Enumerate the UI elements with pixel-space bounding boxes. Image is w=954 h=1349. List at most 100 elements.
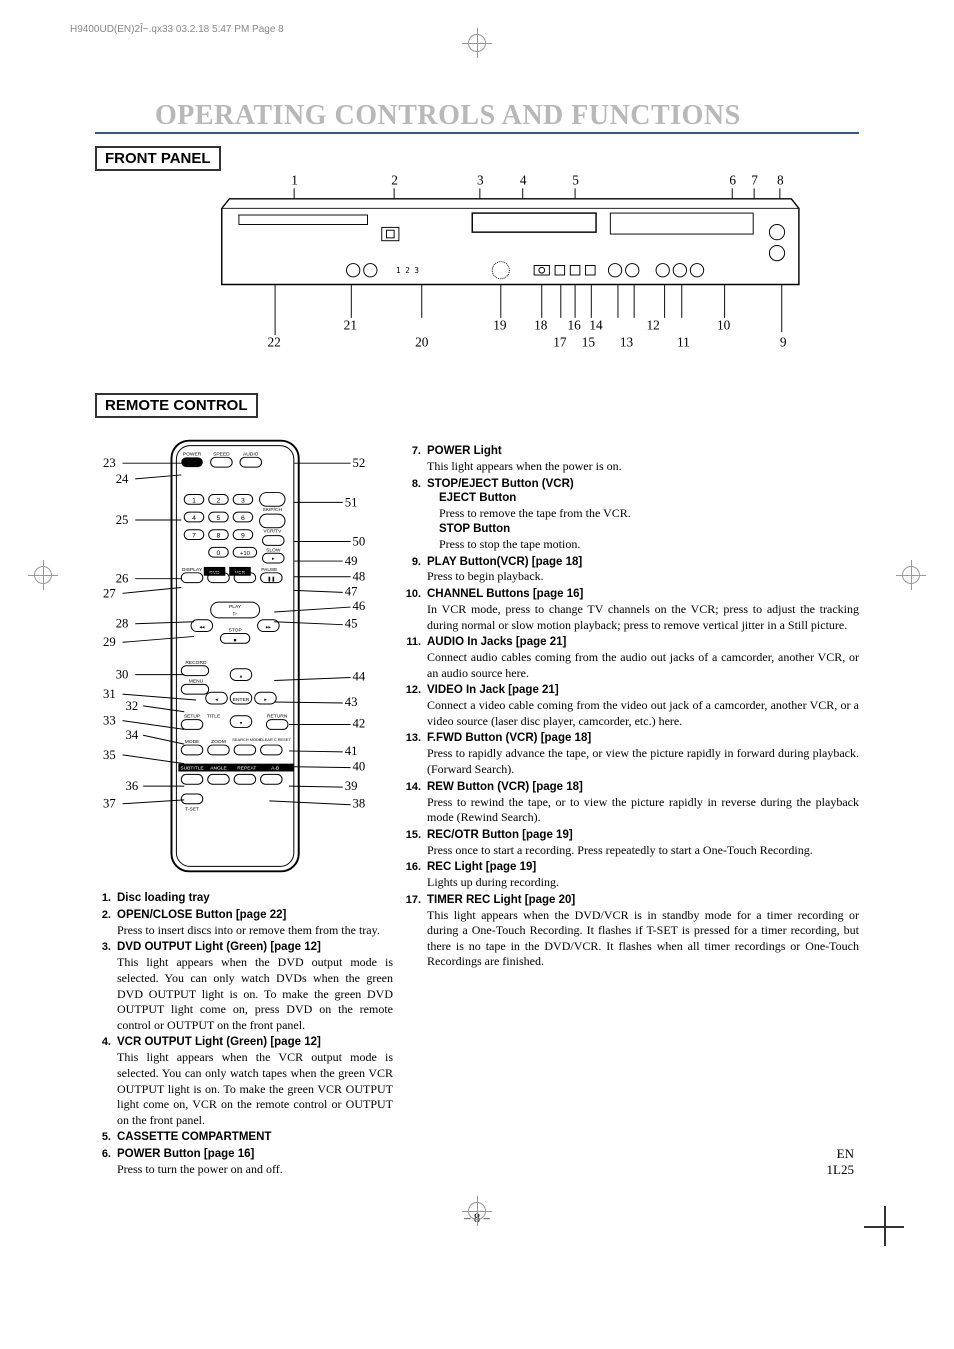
item-title: REW Button (VCR) [page 18] [427,780,859,795]
svg-text:51: 51 [345,495,358,509]
footer-right: EN 1L25 [827,1146,854,1178]
list-item: 4.VCR OUTPUT Light (Green) [page 12]This… [95,1035,393,1128]
list-item: 14.REW Button (VCR) [page 18]Press to re… [405,780,859,826]
item-title: AUDIO In Jacks [page 21] [427,635,859,650]
item-number: 17. [405,893,427,970]
item-number: 2. [95,908,117,939]
svg-text:◂◂: ◂◂ [199,626,204,631]
svg-text:17: 17 [553,334,567,349]
svg-text:6: 6 [729,175,736,188]
svg-text:10: 10 [717,317,731,332]
item-title: DVD OUTPUT Light (Green) [page 12] [117,940,393,955]
svg-text:37: 37 [103,797,116,811]
item-desc: Connect a video cable coming from the vi… [427,698,859,729]
svg-text:ANGLE: ANGLE [210,766,227,772]
item-title: REC/OTR Button [page 19] [427,828,859,843]
svg-text:9: 9 [780,334,787,349]
list-item: 6.POWER Button [page 16]Press to turn th… [95,1147,393,1178]
svg-text:15: 15 [582,334,596,349]
item-number: 14. [405,780,427,826]
svg-text:ENTER: ENTER [233,697,250,703]
list-item: 8.STOP/EJECT Button (VCR)EJECT ButtonPre… [405,477,859,553]
svg-text:STOP: STOP [229,628,242,634]
svg-text:49: 49 [345,554,358,568]
item-title: Disc loading tray [117,891,393,906]
svg-text:RECORD: RECORD [185,660,207,666]
item-title: F.FWD Button (VCR) [page 18] [427,731,859,746]
item-title: CHANNEL Buttons [page 16] [427,587,859,602]
svg-text:45: 45 [345,617,358,631]
svg-text:8: 8 [217,533,221,540]
item-title: POWER Light [427,444,859,459]
list-item: 10.CHANNEL Buttons [page 16]In VCR mode,… [405,587,859,633]
item-number: 4. [95,1035,117,1128]
page-title: OPERATING CONTROLS AND FUNCTIONS [95,100,859,134]
svg-text:1 2 3: 1 2 3 [396,266,419,275]
svg-text:TITLE: TITLE [207,714,221,720]
svg-text:■: ■ [234,638,237,643]
front-panel-section: FRONT PANEL 1 2 3 4 5 6 7 8 [95,146,859,375]
item-number: 8. [405,477,427,553]
svg-text:34: 34 [125,728,138,742]
svg-text:52: 52 [353,456,366,470]
svg-text:11: 11 [677,334,690,349]
svg-text:AUDIO: AUDIO [243,451,259,457]
item-number: 13. [405,731,427,777]
sub-title: EJECT Button [439,491,859,506]
item-body: REC Light [page 19]Lights up during reco… [427,860,859,891]
sub-desc: Press to remove the tape from the VCR. [439,506,859,522]
svg-text:7: 7 [192,533,196,540]
item-body: DVD OUTPUT Light (Green) [page 12]This l… [117,940,393,1033]
svg-text:SUBTITLE: SUBTITLE [180,766,204,772]
svg-text:SKIP/CH: SKIP/CH [263,507,283,513]
svg-text:+10: +10 [240,551,251,557]
svg-text:38: 38 [353,797,366,811]
svg-text:31: 31 [103,687,116,701]
svg-text:23: 23 [103,456,116,470]
svg-text:35: 35 [103,748,116,762]
item-body: REC/OTR Button [page 19]Press once to st… [427,828,859,859]
svg-text:PLAY: PLAY [229,604,242,610]
item-desc: Press to begin playback. [427,569,859,585]
item-body: OPEN/CLOSE Button [page 22]Press to inse… [117,908,393,939]
svg-text:40: 40 [353,760,366,774]
svg-text:41: 41 [345,744,358,758]
svg-text:12: 12 [647,317,660,332]
svg-text:16: 16 [567,317,581,332]
item-number: 16. [405,860,427,891]
svg-text:SLOW: SLOW [266,547,281,553]
item-desc: Press to turn the power on and off. [117,1162,393,1178]
item-title: VCR OUTPUT Light (Green) [page 12] [117,1035,393,1050]
item-body: F.FWD Button (VCR) [page 18]Press to rap… [427,731,859,777]
svg-text:POWER: POWER [183,451,202,457]
item-body: PLAY Button(VCR) [page 18]Press to begin… [427,555,859,586]
svg-text:5: 5 [217,515,221,522]
svg-text:13: 13 [620,334,634,349]
item-desc: This light appears when the VCR output m… [117,1050,393,1128]
svg-text:14: 14 [589,317,603,332]
svg-text:3: 3 [477,175,484,188]
svg-text:2: 2 [391,175,398,188]
svg-text:1: 1 [192,497,196,504]
list-item: 1.Disc loading tray [95,891,393,906]
svg-text:48: 48 [353,570,366,584]
svg-text:4: 4 [520,175,527,188]
item-desc: Press to rapidly advance the tape, or vi… [427,746,859,777]
svg-text:29: 29 [103,635,116,649]
svg-text:CLEAR C.RESET: CLEAR C.RESET [260,737,292,742]
svg-text:46: 46 [353,599,366,613]
svg-text:ZOOM: ZOOM [211,739,226,745]
sub-title: STOP Button [439,522,859,537]
svg-text:T-SET: T-SET [185,807,199,813]
svg-text:26: 26 [116,572,129,586]
svg-text:43: 43 [345,695,358,709]
item-number: 3. [95,940,117,1033]
item-body: VIDEO In Jack [page 21]Connect a video c… [427,683,859,729]
item-number: 9. [405,555,427,586]
left-item-list: 1.Disc loading tray 2.OPEN/CLOSE Button [… [95,891,393,1178]
svg-text:SEARCH MODE: SEARCH MODE [232,737,261,742]
svg-text:A-B: A-B [271,766,279,772]
left-column: 23 24 25 26 27 28 29 30 31 32 33 34 35 3… [95,426,405,1180]
list-item: 3.DVD OUTPUT Light (Green) [page 12]This… [95,940,393,1033]
svg-text:25: 25 [116,513,129,527]
